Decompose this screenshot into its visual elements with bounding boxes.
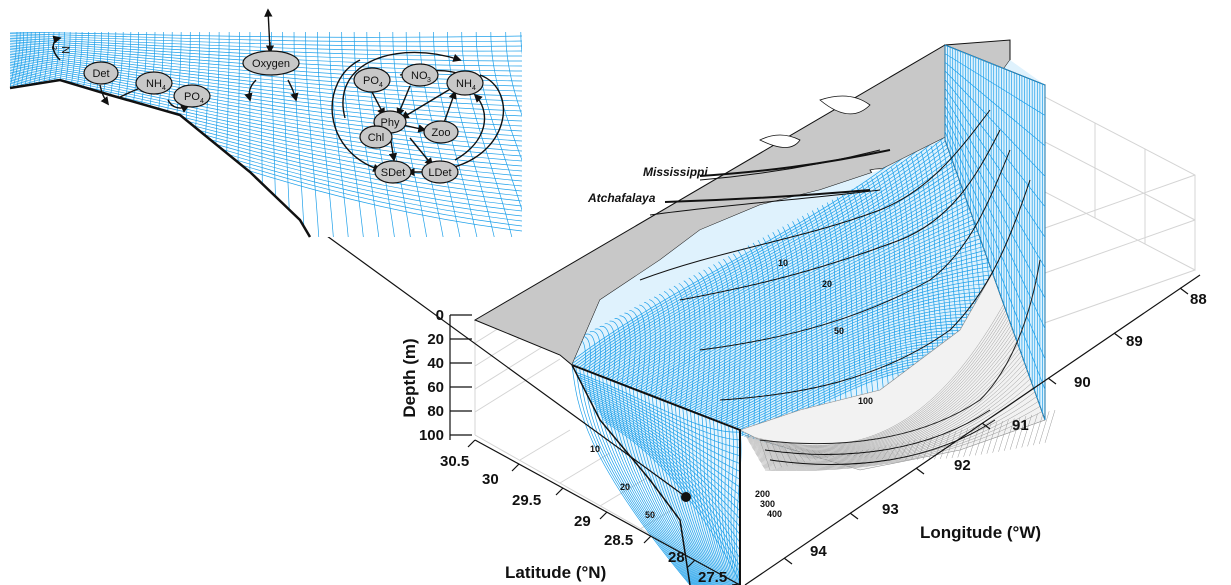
contour-400: 400: [767, 509, 782, 519]
svg-text:4: 4: [162, 85, 166, 92]
connector-dot-section: [681, 492, 691, 502]
contour-20: 20: [822, 279, 832, 289]
lat-tick-27.5: 27.5: [698, 569, 727, 585]
biogeochem-nodes: Det NH 4 PO 4 Oxygen PO 4 NO 3 NH: [50, 46, 484, 184]
contour-labels: 10 20 50 100 200 300 400 10 20 50: [590, 258, 873, 520]
node-ldet: LDet: [421, 160, 459, 184]
svg-text:4: 4: [379, 82, 383, 89]
lat-tick-30: 30: [482, 471, 499, 488]
depth-tick-80: 80: [427, 403, 444, 420]
connector-line: [304, 219, 687, 498]
latitude-axis-title: Latitude (°N): [505, 563, 606, 582]
longitude-axis-title: Longitude (°W): [920, 523, 1041, 542]
node-po4: PO 4: [353, 67, 391, 93]
svg-text:Det: Det: [92, 68, 109, 80]
node-no3: NO 3: [401, 63, 439, 87]
n2-gas-label: N 2: [50, 46, 71, 54]
node-chl: Chl: [359, 125, 393, 149]
section-contour-10: 10: [590, 444, 600, 454]
node-po4-left: PO 4: [173, 84, 211, 108]
lat-tick-29.5: 29.5: [512, 492, 541, 509]
svg-text:Oxygen: Oxygen: [252, 58, 290, 70]
node-nh4: NH 4: [446, 70, 484, 96]
svg-text:Phy: Phy: [381, 117, 400, 129]
atchafalaya-river-line: [664, 189, 871, 203]
lon-tick-92: 92: [954, 457, 971, 474]
lon-tick-91: 91: [1012, 417, 1029, 434]
contour-50: 50: [834, 326, 844, 336]
vertical-slab-east: [944, 44, 1046, 421]
lat-tick-28.5: 28.5: [604, 532, 633, 549]
bathymetry-contours: [639, 109, 1041, 465]
svg-text:PO: PO: [184, 91, 200, 103]
svg-text:Zoo: Zoo: [432, 127, 451, 139]
svg-text:SDet: SDet: [381, 167, 405, 179]
node-det: Det: [83, 61, 119, 85]
svg-text:4: 4: [472, 85, 476, 92]
node-zoo: Zoo: [423, 120, 459, 144]
svg-text:2: 2: [50, 46, 57, 50]
mississippi-river-line: [699, 149, 891, 177]
svg-text:NH: NH: [146, 78, 162, 90]
lon-tick-94: 94: [810, 543, 827, 560]
svg-text:N: N: [59, 46, 71, 54]
svg-text:4: 4: [200, 98, 204, 105]
depth-tick-100: 100: [419, 427, 444, 444]
river-label-mississippi: Mississippi: [643, 165, 708, 179]
lat-tick-29: 29: [574, 513, 591, 530]
svg-text:NO: NO: [411, 70, 428, 82]
lon-tick-90: 90: [1074, 374, 1091, 391]
contour-10: 10: [778, 258, 788, 268]
latitude-axis: 30.5 30 29.5 29 28.5 28 27.5 Latitude (°…: [440, 439, 741, 585]
depth-axis: 0 20 40 60 80 100 Depth (m): [400, 307, 472, 444]
svg-text:PO: PO: [363, 75, 379, 87]
node-oxygen: Oxygen: [242, 50, 300, 76]
depth-tick-0: 0: [436, 307, 444, 324]
depth-axis-title: Depth (m): [400, 338, 419, 417]
inset-seabed-line: [9, 78, 312, 238]
lon-tick-88: 88: [1190, 291, 1207, 308]
lat-tick-28: 28: [668, 549, 685, 566]
depth-tick-40: 40: [427, 355, 444, 372]
longitude-axis: 88 89 90 91 92 93 94 Longitude (°W): [744, 274, 1207, 585]
svg-text:LDet: LDet: [428, 167, 451, 179]
contour-200: 200: [755, 489, 770, 499]
section-contour-50: 50: [645, 510, 655, 520]
svg-text:3: 3: [427, 77, 431, 84]
lat-tick-30.5: 30.5: [440, 453, 469, 470]
contour-100: 100: [858, 396, 873, 406]
node-nh4-left: NH 4: [135, 71, 173, 95]
lon-tick-93: 93: [882, 501, 899, 518]
river-label-atchafalaya: Atchafalaya: [587, 191, 656, 205]
node-sdet: SDet: [374, 160, 412, 184]
rivers: Mississippi Atchafalaya: [587, 149, 891, 205]
svg-text:Chl: Chl: [368, 132, 385, 144]
lon-tick-89: 89: [1126, 333, 1143, 350]
section-contour-20: 20: [620, 482, 630, 492]
deep-slope-grid: [739, 199, 1056, 471]
depth-tick-60: 60: [427, 379, 444, 396]
contour-300: 300: [760, 499, 775, 509]
svg-text:NH: NH: [456, 78, 472, 90]
depth-tick-20: 20: [427, 331, 444, 348]
